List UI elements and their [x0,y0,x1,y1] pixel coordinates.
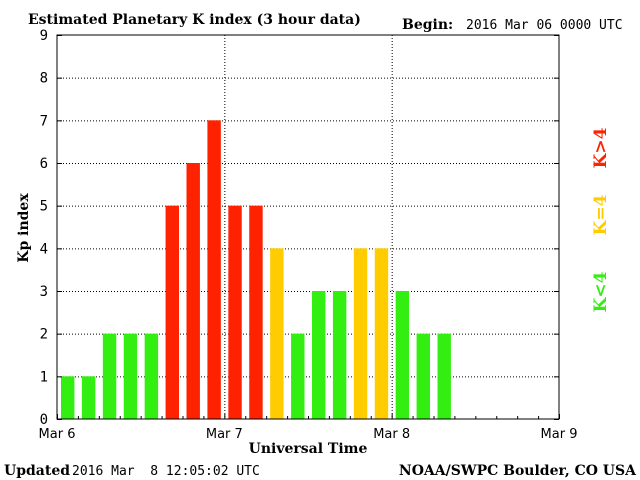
kp-bar [249,205,263,419]
credit-text: NOAA/SWPC Boulder, CO USA [399,463,637,479]
y-tick-label: 2 [40,327,48,343]
begin-label: Begin: [402,17,453,33]
y-tick-label: 4 [40,241,48,257]
x-axis-label: Universal Time [249,441,368,457]
y-axis-ticks: 0 1 2 3 4 5 6 7 8 9 [40,28,559,428]
kp-bar [312,291,326,419]
x-tick-label: Mar 8 [373,427,410,442]
y-tick-label: 9 [40,28,48,44]
kp-bar [102,333,117,419]
kp-bar [81,376,96,419]
x-tick-label: Mar 7 [206,427,243,442]
chart-title: Estimated Planetary K index (3 hour data… [28,12,361,28]
y-tick-label: 8 [40,71,48,87]
kp-bar [186,163,200,419]
y-axis-label: Kp index [16,193,32,263]
y-tick-label: 5 [40,199,48,215]
bars [61,120,451,419]
kp-bar [123,333,138,419]
y-tick-label: 1 [40,369,48,385]
x-tick-label: Mar 9 [541,427,578,442]
y-tick-label: 0 [40,412,48,428]
legend-k-high: K>4 [591,127,611,168]
kp-bar [416,333,430,419]
kp-bar [61,376,75,419]
updated-value: 2016 Mar 8 12:05:02 UTC [72,464,260,479]
kp-bar [395,291,410,419]
kp-bar [353,248,368,419]
x-tick-label: Mar 6 [39,427,76,442]
y-tick-label: 7 [40,113,48,129]
x-axis-ticks: Mar 6 Mar 7 Mar 8 Mar 9 [39,414,578,442]
kp-bar [165,205,179,419]
kp-bar [144,333,159,419]
kp-bar [207,120,221,419]
legend-k-eq: K=4 [591,194,611,235]
kp-bar [270,248,284,419]
y-tick-label: 6 [40,156,48,172]
begin-value: 2016 Mar 06 0000 UTC [466,18,623,33]
legend-k-low: K<4 [591,271,611,312]
kp-bar [332,291,347,419]
updated-label: Updated [4,463,70,479]
kp-bar [228,205,242,419]
kp-bar [291,333,305,419]
y-tick-label: 3 [40,284,48,300]
kp-bar [437,333,451,419]
grid-lines [57,35,559,419]
kp-bar [374,248,389,419]
